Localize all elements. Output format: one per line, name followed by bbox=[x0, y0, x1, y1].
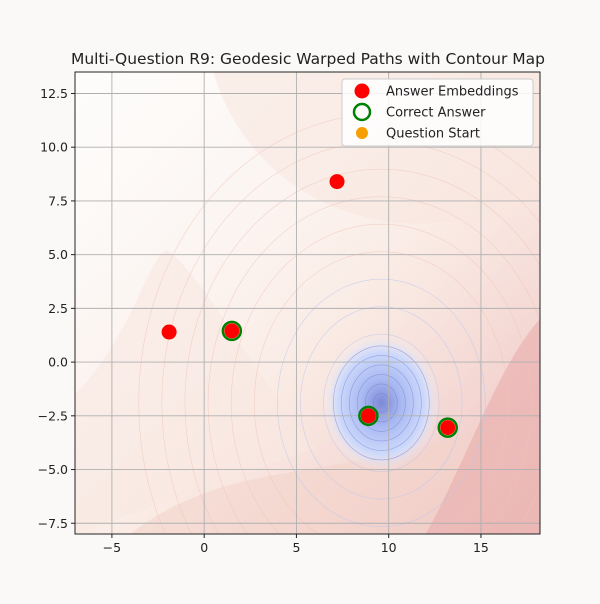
correct-answer-marker bbox=[221, 320, 243, 342]
correct-answer-marker bbox=[437, 417, 458, 438]
x-tick-label: 15 bbox=[473, 540, 489, 555]
answer-embedding-point bbox=[161, 324, 177, 340]
contour-ring bbox=[230, 223, 532, 534]
x-tick-label: 10 bbox=[381, 540, 397, 555]
contour-left-lobe bbox=[75, 250, 315, 534]
y-tick-label: 10.0 bbox=[40, 140, 68, 155]
chart-title: Multi-Question R9: Geodesic Warped Paths… bbox=[71, 50, 545, 68]
contour-ring bbox=[184, 168, 540, 534]
x-tick-label: −5 bbox=[103, 540, 121, 555]
answer-embedding-point bbox=[360, 408, 376, 424]
answer-embedding-point bbox=[440, 420, 456, 436]
basin-contour-ring bbox=[357, 374, 406, 432]
x-tick-label: 0 bbox=[200, 540, 208, 555]
basin-contour-ring bbox=[341, 355, 422, 451]
plot-frame bbox=[74, 71, 541, 535]
y-tick-label: 5.0 bbox=[48, 247, 68, 262]
y-tick-label: 2.5 bbox=[48, 301, 68, 316]
basin-contour-ring bbox=[349, 364, 414, 442]
legend-question-marker bbox=[356, 127, 368, 139]
contour-ring bbox=[253, 251, 509, 534]
grid-lines bbox=[75, 72, 540, 534]
contour-ring bbox=[300, 306, 463, 500]
contour-map bbox=[75, 72, 540, 534]
x-tick-label: 5 bbox=[292, 540, 300, 555]
basin-contour-ring bbox=[373, 393, 390, 413]
y-tick-label: −5.0 bbox=[38, 462, 68, 477]
answer-embedding-point bbox=[329, 174, 345, 190]
legend-answer-marker bbox=[354, 83, 370, 99]
legend-question-label: Question Start bbox=[386, 127, 480, 142]
data-points bbox=[161, 174, 458, 438]
y-tick-label: 7.5 bbox=[48, 193, 68, 208]
legend: Answer Embeddings Correct Answer Questio… bbox=[341, 78, 534, 147]
y-tick-label: 12.5 bbox=[40, 86, 68, 101]
contour-ring bbox=[207, 196, 540, 534]
y-tick-label: −7.5 bbox=[38, 516, 68, 531]
basin-contour-ring bbox=[365, 383, 398, 423]
contour-ring bbox=[277, 278, 486, 527]
contour-red-corner bbox=[425, 319, 540, 534]
legend-correct-label: Correct Answer bbox=[386, 106, 486, 121]
contour-blue-basin bbox=[323, 334, 440, 471]
y-tick-label: 0.0 bbox=[48, 355, 68, 370]
y-axis-ticks: −7.5 −5.0 −2.5 0.0 2.5 5.0 7.5 10.0 12.5 bbox=[38, 86, 75, 531]
y-tick-label: −2.5 bbox=[38, 408, 68, 423]
legend-box bbox=[341, 78, 534, 147]
basin-contour-ring bbox=[333, 345, 430, 461]
legend-answer-label: Answer Embeddings bbox=[386, 85, 519, 100]
legend-correct-marker bbox=[352, 102, 372, 122]
correct-answer-marker bbox=[358, 405, 379, 427]
x-axis-ticks: −5 0 5 10 15 bbox=[103, 534, 489, 555]
answer-embedding-point bbox=[224, 323, 240, 339]
